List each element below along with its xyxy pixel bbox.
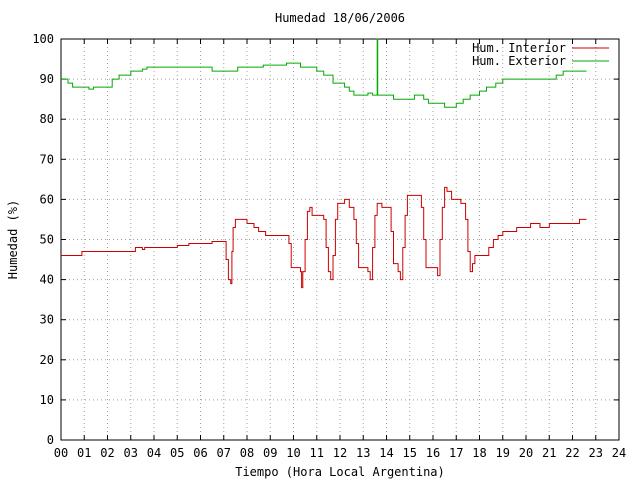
x-tick-label: 17 [449, 446, 463, 460]
axis-ticks: 00 01 02 03 04 05 06 07 08 09 10 11 12 13 14 15 16 17 18 19… [32, 32, 626, 460]
x-axis-label: Tiempo (Hora Local Argentina) [235, 465, 445, 479]
x-tick-label: 05 [170, 446, 184, 460]
y-tick-label: 30 [40, 313, 54, 327]
x-tick-label: 22 [565, 446, 579, 460]
y-tick-label: 80 [40, 112, 54, 126]
x-tick-label: 10 [286, 446, 300, 460]
y-tick-label: 40 [40, 273, 54, 287]
x-tick-label: 21 [542, 446, 556, 460]
y-tick-label: 100 [32, 32, 54, 46]
x-tick-label: 06 [193, 446, 207, 460]
x-tick-label: 23 [589, 446, 603, 460]
x-tick-label: 15 [403, 446, 417, 460]
chart-title: Humedad 18/06/2006 [275, 11, 405, 25]
x-tick-label: 24 [612, 446, 626, 460]
series-lines [61, 38, 587, 289]
y-tick-label: 90 [40, 72, 54, 86]
y-axis-label: Humedad (%) [6, 200, 20, 279]
x-tick-label: 08 [240, 446, 254, 460]
y-tick-label: 0 [47, 433, 54, 447]
legend-label-interior: Hum. Interior [472, 41, 566, 55]
x-tick-label: 03 [124, 446, 138, 460]
x-tick-label: 12 [333, 446, 347, 460]
y-tick-label: 70 [40, 152, 54, 166]
x-tick-label: 19 [496, 446, 510, 460]
x-tick-label: 18 [472, 446, 486, 460]
x-tick-label: 02 [100, 446, 114, 460]
x-tick-label: 00 [54, 446, 68, 460]
x-tick-label: 09 [263, 446, 277, 460]
x-tick-label: 07 [217, 446, 231, 460]
y-tick-label: 20 [40, 353, 54, 367]
x-tick-label: 11 [310, 446, 324, 460]
y-tick-label: 60 [40, 192, 54, 206]
x-tick-label: 13 [356, 446, 370, 460]
x-tick-label: 16 [426, 446, 440, 460]
x-tick-label: 14 [379, 446, 393, 460]
y-tick-label: 10 [40, 393, 54, 407]
x-tick-label: 20 [519, 446, 533, 460]
series-line-1 [61, 38, 587, 108]
x-tick-label: 04 [147, 446, 161, 460]
legend: Hum. Interior Hum. Exterior [472, 41, 609, 68]
x-tick-label: 01 [77, 446, 91, 460]
legend-label-exterior: Hum. Exterior [472, 54, 566, 68]
y-tick-label: 50 [40, 233, 54, 247]
series-line-0 [61, 186, 587, 289]
grid [61, 39, 619, 440]
